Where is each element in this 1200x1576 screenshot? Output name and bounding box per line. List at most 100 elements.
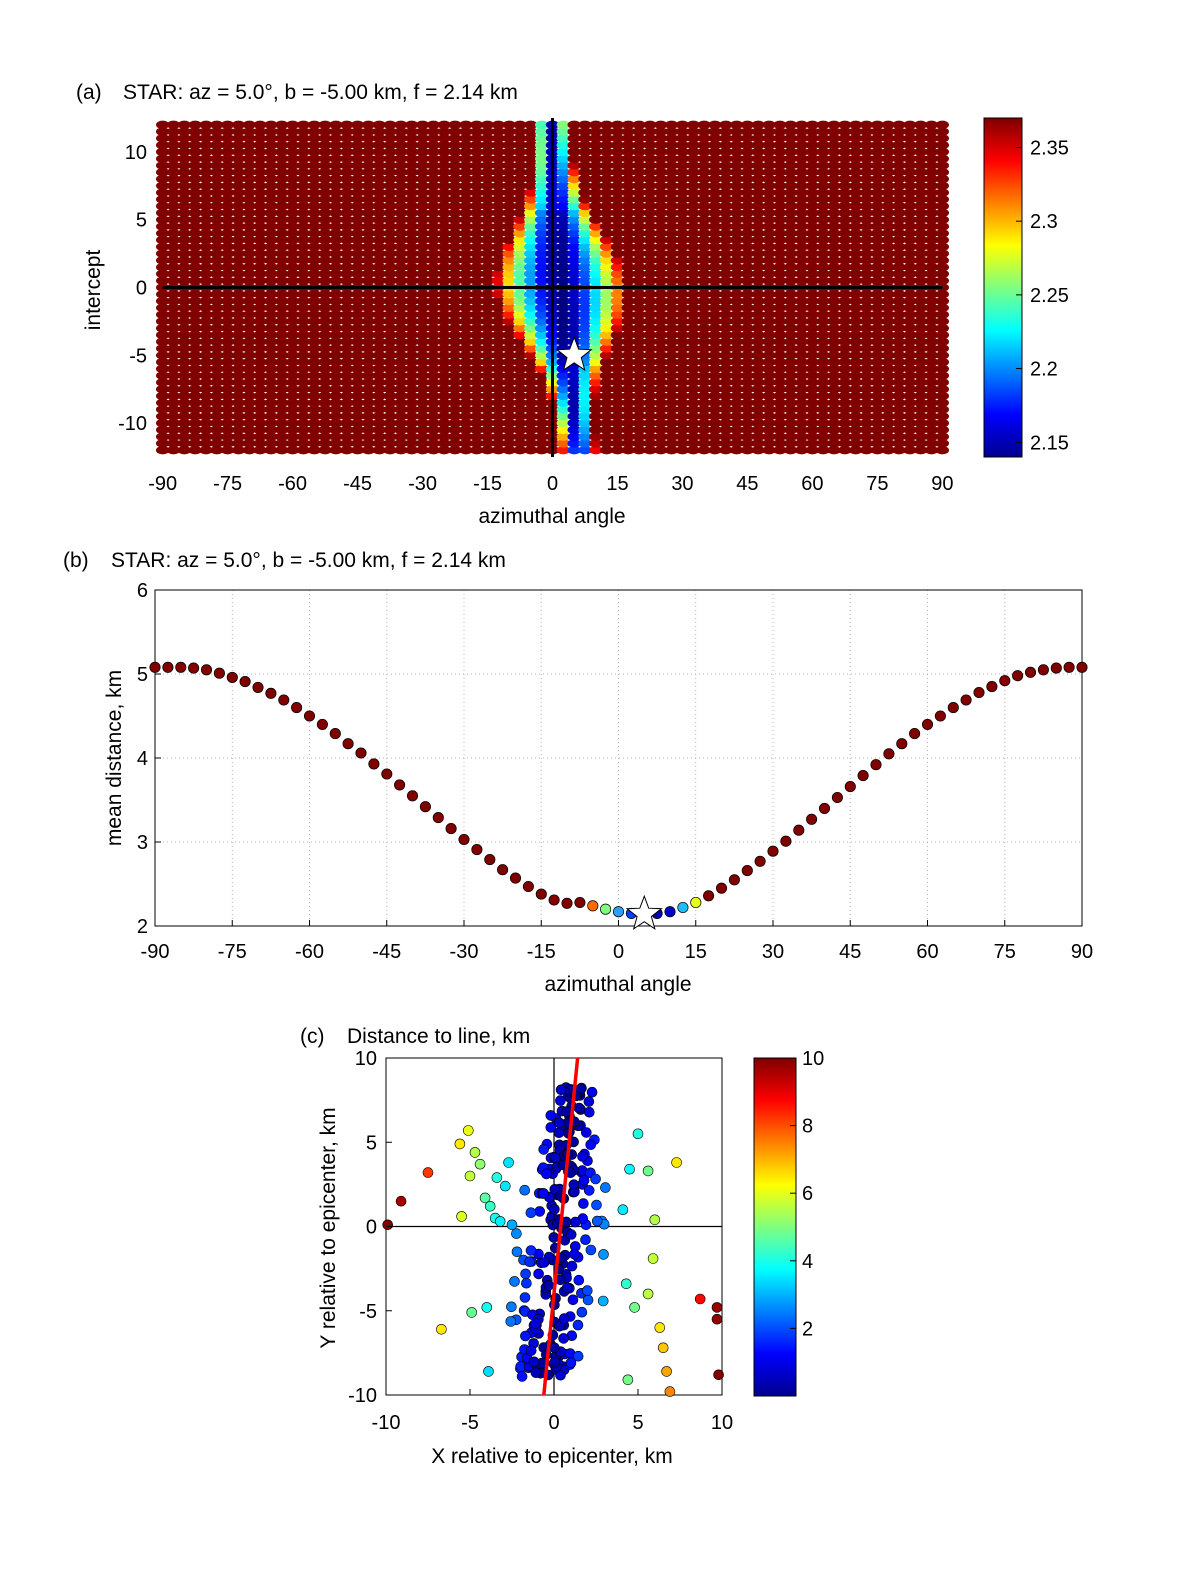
- panel-b-x-tick-label: 60: [916, 941, 938, 963]
- heatmap-cell: [329, 256, 343, 265]
- heatmap-cell: [404, 385, 419, 394]
- heatmap-cell: [177, 351, 192, 360]
- panel-b-scatter: (b) STAR: az = 5.0°, b = -5.00 km, f = 2…: [63, 549, 1093, 996]
- heatmap-cell: [231, 215, 246, 224]
- heatmap-cell: [350, 222, 365, 231]
- heatmap-cell: [220, 425, 235, 435]
- panel-c-point: [525, 1245, 537, 1256]
- heatmap-cell: [372, 371, 386, 380]
- heatmap-cell: [404, 276, 419, 285]
- panel-c-point: [573, 1274, 585, 1286]
- heatmap-cell: [426, 425, 441, 435]
- heatmap-cell: [318, 208, 332, 218]
- heatmap-cell: [415, 412, 430, 421]
- heatmap-cell: [426, 303, 441, 312]
- heatmap-cell: [350, 310, 365, 319]
- heatmap-cell: [242, 269, 257, 279]
- panel-c-point: [553, 1117, 565, 1129]
- panel-c-point: [711, 1302, 723, 1313]
- panel-b-x-tick-label: 75: [994, 941, 1016, 963]
- panel-c-label: (c): [300, 1025, 325, 1048]
- heatmap-cell: [426, 337, 441, 346]
- heatmap-cell: [404, 263, 419, 272]
- heatmap-cell: [318, 188, 332, 197]
- panel-a-x-tick-label: 30: [671, 473, 693, 495]
- heatmap-cell: [253, 337, 267, 346]
- heatmap-cell: [383, 324, 397, 333]
- heatmap-cell: [155, 385, 170, 394]
- heatmap-cell: [329, 174, 343, 184]
- heatmap-cell: [350, 439, 365, 448]
- panel-c-point: [469, 1147, 481, 1158]
- heatmap-cell: [307, 276, 322, 285]
- panel-b-point: [329, 728, 341, 740]
- heatmap-cell: [275, 432, 289, 441]
- heatmap-cell: [275, 412, 289, 421]
- heatmap-cell: [361, 357, 376, 367]
- heatmap-cell: [329, 290, 343, 299]
- heatmap-cell: [296, 425, 311, 435]
- heatmap-cell: [415, 405, 430, 414]
- heatmap-cell: [166, 344, 181, 353]
- heatmap-cell: [264, 391, 278, 401]
- heatmap-cell: [350, 134, 365, 143]
- heatmap-cell: [340, 418, 354, 428]
- heatmap-cell: [177, 303, 192, 312]
- heatmap-cell: [155, 269, 170, 279]
- panel-a-x-tick-label: 0: [547, 473, 558, 495]
- heatmap-cell: [383, 140, 397, 150]
- heatmap-cell: [372, 195, 386, 204]
- heatmap-cell: [426, 317, 441, 326]
- heatmap-cell: [220, 391, 235, 401]
- panel-c-point: [566, 1260, 578, 1272]
- heatmap-cell: [404, 154, 419, 163]
- heatmap-cell: [372, 446, 386, 455]
- heatmap-cell: [220, 378, 235, 387]
- panel-b-point: [986, 681, 998, 693]
- heatmap-cell: [404, 120, 419, 129]
- panel-b-x-tick-label: 15: [685, 941, 707, 963]
- heatmap-cell: [361, 269, 376, 279]
- heatmap-cell: [426, 446, 441, 455]
- heatmap-cell: [415, 215, 430, 224]
- heatmap-cell: [307, 154, 322, 163]
- heatmap-cell: [415, 208, 430, 218]
- panel-b-point: [600, 903, 612, 915]
- heatmap-cell: [242, 174, 257, 184]
- heatmap-cell: [220, 208, 235, 218]
- panel-c-point: [647, 1253, 659, 1264]
- heatmap-cell: [155, 303, 170, 312]
- panel-b-title: STAR: az = 5.0°, b = -5.00 km, f = 2.14 …: [111, 549, 506, 572]
- heatmap-cell: [231, 446, 246, 455]
- heatmap-cell: [166, 235, 181, 245]
- panel-b-x-tick-label: -15: [527, 941, 556, 963]
- heatmap-cell: [350, 364, 365, 374]
- heatmap-cell: [166, 249, 181, 258]
- heatmap-cell: [361, 154, 376, 163]
- panel-c-point: [572, 1319, 584, 1331]
- heatmap-cell: [285, 405, 300, 414]
- heatmap-cell: [242, 303, 257, 312]
- heatmap-cell: [177, 168, 192, 177]
- heatmap-cell: [220, 215, 235, 224]
- heatmap-cell: [188, 371, 202, 380]
- heatmap-cell: [318, 120, 332, 129]
- heatmap-cell: [372, 134, 386, 143]
- panel-c-point: [534, 1206, 546, 1217]
- panel-a-colorbar-tick-label: 2.35: [1030, 137, 1069, 159]
- heatmap-cell: [242, 201, 257, 211]
- heatmap-cell: [296, 405, 311, 414]
- heatmap-cell: [394, 425, 408, 435]
- heatmap-cell: [275, 310, 289, 319]
- panel-c-point: [565, 1229, 577, 1240]
- heatmap-cell: [372, 222, 386, 231]
- heatmap-cell: [275, 330, 289, 340]
- heatmap-cell: [242, 317, 257, 326]
- panel-c-point: [484, 1201, 496, 1212]
- heatmap-cell: [426, 378, 441, 387]
- heatmap-cell: [177, 439, 192, 448]
- heatmap-cell: [426, 201, 441, 211]
- panel-c-point: [491, 1172, 503, 1183]
- heatmap-cell: [307, 439, 322, 448]
